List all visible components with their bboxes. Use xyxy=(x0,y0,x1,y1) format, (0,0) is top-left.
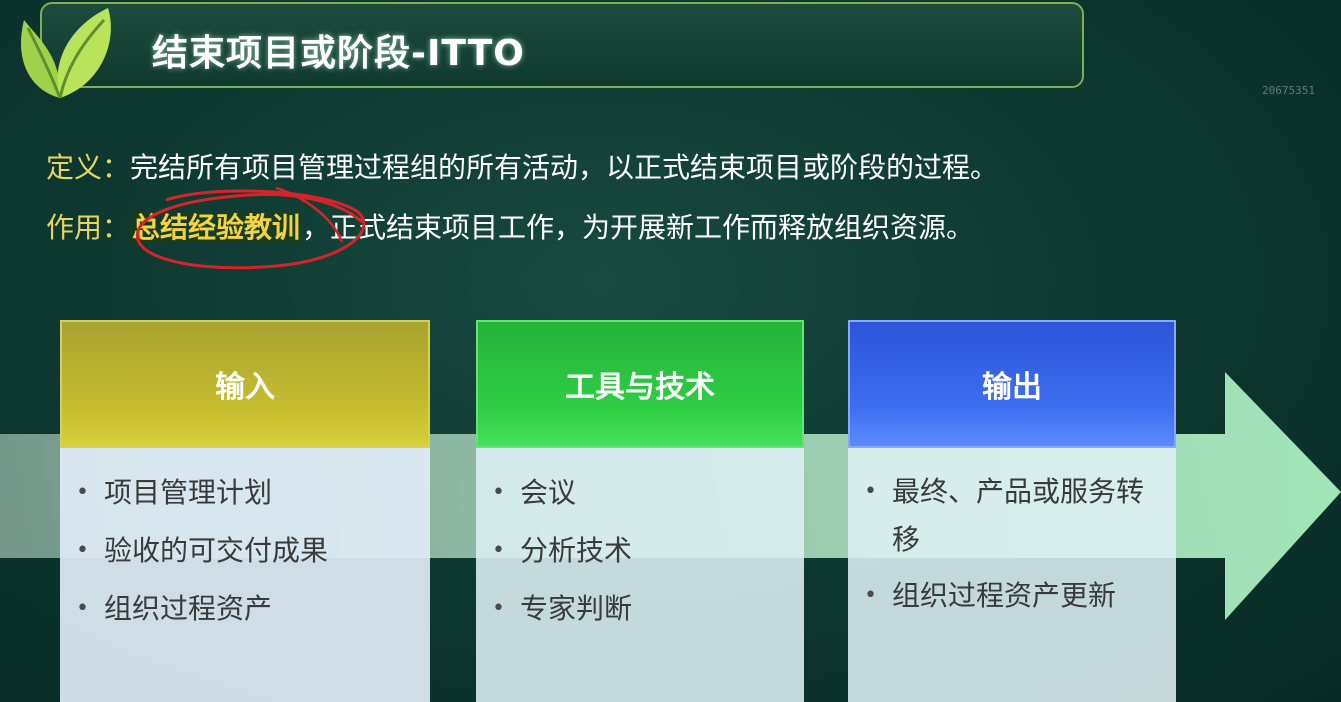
definition-line: 定义：完结所有项目管理过程组的所有活动，以正式结束项目或阶段的过程。 xyxy=(46,146,998,186)
watermark-text: 20675351 xyxy=(1262,84,1315,97)
title-bar xyxy=(40,2,1084,88)
bullet-icon: • xyxy=(492,538,505,563)
list-item: • 专家判断 xyxy=(492,584,788,634)
list-item: • 组织过程资产更新 xyxy=(864,572,1160,620)
tools-column: 工具与技术 • 会议 • 分析技术 • 专家判断 xyxy=(476,320,804,702)
outputs-header: 输出 xyxy=(848,320,1176,448)
list-item: • 会议 xyxy=(492,468,788,518)
bullet-icon: • xyxy=(76,538,89,563)
outputs-title: 输出 xyxy=(982,370,1042,405)
purpose-line: 作用：总结经验教训，正式结束项目工作，为开展新工作而释放组织资源。 xyxy=(46,206,974,246)
outputs-column: 输出 • 最终、产品或服务转移 • 组织过程资产更新 xyxy=(848,320,1176,702)
bullet-icon: • xyxy=(492,596,505,621)
inputs-list: • 项目管理计划 • 验收的可交付成果 • 组织过程资产 xyxy=(60,448,430,702)
list-item: • 分析技术 xyxy=(492,526,788,576)
purpose-label: 作用： xyxy=(46,211,131,244)
inputs-title: 输入 xyxy=(215,370,275,405)
purpose-highlight: 总结经验教训 xyxy=(130,211,303,244)
list-item: • 最终、产品或服务转移 xyxy=(864,468,1160,564)
purpose-text: ，正式结束项目工作，为开展新工作而释放组织资源。 xyxy=(302,211,975,244)
inputs-header: 输入 xyxy=(60,320,430,448)
bullet-icon: • xyxy=(492,480,505,505)
bullet-icon: • xyxy=(864,583,877,608)
tools-list: • 会议 • 分析技术 • 专家判断 xyxy=(476,448,804,702)
bullet-icon: • xyxy=(76,596,89,621)
tools-title: 工具与技术 xyxy=(565,370,715,405)
definition-label: 定义： xyxy=(46,151,131,184)
bullet-icon: • xyxy=(864,479,877,504)
inputs-column: 输入 • 项目管理计划 • 验收的可交付成果 • 组织过程资产 xyxy=(60,320,430,702)
list-item: • 验收的可交付成果 xyxy=(76,526,414,576)
page-title: 结束项目或阶段-ITTO xyxy=(152,33,525,74)
list-item: • 项目管理计划 xyxy=(76,468,414,518)
leaf-logo-icon xyxy=(21,8,111,99)
tools-header: 工具与技术 xyxy=(476,320,804,448)
list-item: • 组织过程资产 xyxy=(76,584,414,634)
outputs-list: • 最终、产品或服务转移 • 组织过程资产更新 xyxy=(848,448,1176,702)
bullet-icon: • xyxy=(76,480,89,505)
definition-text: 完结所有项目管理过程组的所有活动，以正式结束项目或阶段的过程。 xyxy=(130,151,999,184)
